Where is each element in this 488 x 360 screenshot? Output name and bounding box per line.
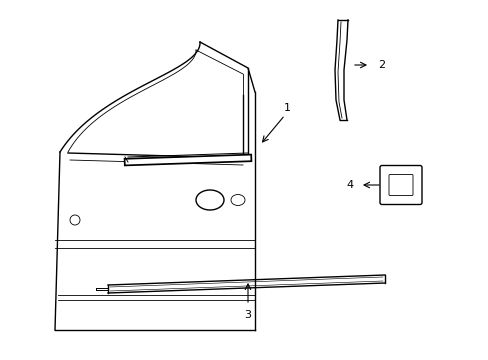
Text: 4: 4	[346, 180, 353, 190]
Circle shape	[70, 215, 80, 225]
Ellipse shape	[230, 194, 244, 206]
FancyBboxPatch shape	[379, 166, 421, 204]
Text: 3: 3	[244, 310, 251, 320]
FancyBboxPatch shape	[388, 175, 412, 195]
Ellipse shape	[196, 190, 224, 210]
Text: 2: 2	[377, 60, 385, 70]
Text: 1: 1	[283, 103, 290, 113]
